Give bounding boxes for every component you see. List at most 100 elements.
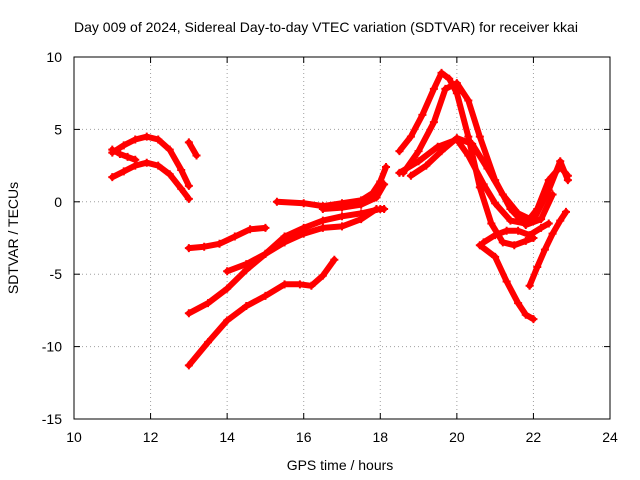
data-point (537, 215, 546, 224)
data-series (108, 68, 572, 370)
data-point (184, 361, 193, 370)
x-tick-label: 24 (602, 429, 618, 445)
data-point (437, 68, 446, 77)
series-arc-4 (185, 139, 200, 159)
data-point (380, 205, 389, 214)
data-point (414, 157, 423, 166)
data-point (184, 181, 193, 190)
data-point (491, 252, 500, 261)
data-point (165, 145, 174, 154)
data-point (318, 205, 327, 214)
plot-frame (73, 56, 611, 420)
data-point (502, 277, 511, 286)
data-point (318, 271, 327, 280)
data-point (502, 226, 511, 235)
data-point (483, 164, 492, 173)
series-arc-6 (185, 206, 380, 317)
data-point (468, 139, 477, 148)
tick-labels: 10 12 14 16 18 20 22 24 -15 -10 -5 0 5 10 (42, 49, 618, 445)
data-point (200, 242, 209, 251)
data-point (299, 223, 308, 232)
data-point (338, 222, 346, 231)
series-arc-8 (224, 206, 388, 275)
data-point (230, 232, 239, 241)
data-point (498, 238, 507, 247)
data-point (372, 193, 381, 202)
y-tick-label: -15 (42, 411, 62, 427)
data-point (338, 212, 346, 221)
data-point (475, 132, 484, 141)
data-point (108, 173, 117, 182)
data-point (177, 184, 186, 193)
data-point (464, 151, 473, 160)
data-point (223, 284, 232, 293)
data-point (154, 135, 163, 144)
series-arc-2 (109, 146, 139, 163)
data-point (204, 338, 212, 347)
data-point (295, 280, 304, 289)
series-arc-14 (407, 135, 571, 224)
data-point (491, 199, 500, 208)
data-point (556, 157, 565, 166)
data-point (123, 152, 132, 161)
data-point (119, 167, 128, 176)
data-point (521, 219, 530, 228)
data-point (529, 216, 538, 225)
data-point (452, 79, 461, 88)
data-point (154, 161, 163, 170)
data-point (406, 171, 415, 180)
data-point (119, 141, 128, 150)
data-point (437, 147, 446, 156)
data-point (525, 281, 534, 290)
data-point (338, 203, 346, 212)
data-point (418, 110, 427, 119)
data-point (479, 238, 488, 247)
data-point (272, 197, 281, 206)
data-point (422, 161, 431, 170)
data-point (318, 216, 327, 225)
data-point (307, 281, 316, 290)
data-point (563, 176, 572, 185)
data-point (514, 209, 523, 218)
data-point (498, 190, 507, 199)
data-point (115, 150, 124, 159)
data-point (429, 118, 438, 127)
x-axis-label: GPS time / hours (287, 457, 394, 473)
data-point (223, 316, 232, 325)
data-point (487, 219, 496, 228)
data-point (131, 161, 140, 170)
data-point (521, 236, 530, 245)
data-point (299, 199, 308, 208)
data-point (380, 180, 389, 189)
data-point (433, 142, 442, 151)
x-tick-label: 16 (296, 429, 312, 445)
data-point (204, 299, 212, 308)
data-point (108, 145, 117, 154)
data-point (479, 180, 488, 189)
data-point (529, 315, 538, 324)
data-point (184, 194, 193, 203)
data-point (525, 231, 534, 240)
data-point (261, 249, 270, 258)
data-point (514, 226, 523, 235)
data-point (561, 207, 570, 216)
x-tick-label: 14 (219, 429, 235, 445)
data-point (184, 138, 193, 147)
data-point (177, 165, 186, 174)
data-point (548, 190, 557, 199)
y-tick-label: 10 (46, 49, 62, 65)
data-point (142, 132, 151, 141)
data-point (142, 158, 151, 167)
data-point (510, 241, 519, 250)
data-point (429, 84, 438, 93)
data-point (165, 170, 174, 179)
data-point (242, 260, 251, 269)
y-tick-label: 0 (54, 194, 62, 210)
data-point (357, 200, 366, 209)
data-point (184, 244, 193, 253)
data-point (261, 223, 270, 232)
data-point (357, 209, 366, 218)
x-tick-label: 20 (449, 429, 465, 445)
data-point (318, 223, 327, 232)
